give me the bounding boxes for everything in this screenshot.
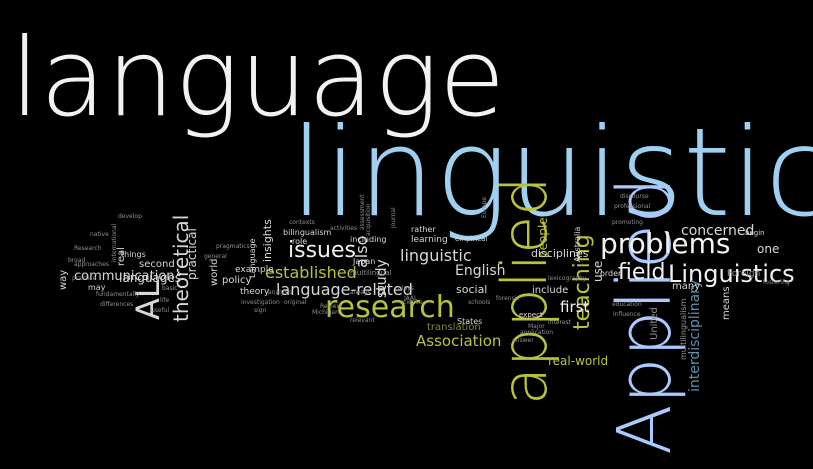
word-fundamentally: fundamentally	[96, 291, 140, 298]
word-insights-vertical: insights	[261, 219, 274, 262]
word-michigan: Michigan	[312, 309, 339, 316]
word-forensic: forensic	[496, 295, 520, 302]
word-study-vertical: study	[374, 259, 390, 298]
word-practical-vertical: practical	[185, 228, 199, 280]
word-problems: problems	[600, 227, 731, 260]
word-general: general	[204, 253, 227, 260]
word-example: example	[235, 265, 274, 275]
word-expect: expect	[519, 311, 543, 319]
word-language-related: language-related	[276, 280, 413, 299]
word-australia-vertical: Australia	[573, 226, 582, 262]
word-promoting: promoting	[612, 219, 643, 226]
word-role: role	[292, 237, 308, 246]
word-professional: professional	[614, 203, 651, 210]
word-bilingualism: bilingualism	[283, 228, 332, 237]
word-approaches: approaches	[74, 261, 109, 268]
word-way-vertical: way	[58, 269, 69, 290]
word-united-vertical: United	[649, 307, 660, 340]
word-social: social	[456, 283, 488, 296]
word-international-vertical: international	[111, 223, 118, 262]
word-established: established	[265, 263, 357, 282]
word-including: including	[350, 235, 387, 244]
word-one: one	[757, 242, 780, 256]
word-pragmatics: pragmatics	[216, 243, 250, 250]
word-empirical: empirical	[455, 235, 488, 243]
word-states: States	[457, 317, 483, 326]
word-review: Review	[320, 303, 342, 310]
word-research: research	[325, 290, 455, 325]
word-linguistic: linguistic	[400, 246, 472, 265]
word-include: include	[532, 285, 569, 296]
word-interdisciplinary-vertical: interdisciplinary	[687, 279, 703, 392]
word-linguistics-capital: Linguistics	[668, 260, 795, 288]
word-language: language	[10, 16, 506, 141]
word-multilingualism-vertical: multilingualism	[679, 298, 688, 360]
word-field: field	[618, 260, 666, 285]
word-theory: theory	[240, 287, 270, 297]
word-assessment-vertical: assessment	[359, 194, 366, 230]
word-many: many	[672, 281, 701, 292]
word-plays: plays	[398, 285, 414, 292]
word-application: application	[520, 329, 554, 336]
word-basic: basic	[162, 285, 178, 292]
word-life: life	[160, 297, 170, 304]
word-education: education	[612, 301, 642, 308]
word-rather: rather	[411, 225, 436, 234]
word-analysis: analysis	[268, 289, 293, 296]
word-english: English	[455, 263, 506, 279]
word-useful: useful	[151, 307, 170, 314]
word-activities: activities	[330, 225, 358, 232]
word-disciplines: disciplines	[531, 247, 589, 260]
word-journal-vertical: journal	[390, 207, 397, 228]
word-science: science	[400, 299, 423, 306]
word-lexicography: lexicography	[548, 275, 587, 282]
word-association: Association	[416, 332, 502, 350]
word-second: second	[139, 259, 175, 270]
word-begin: begin	[745, 229, 765, 237]
word-real-world: real-world	[548, 354, 609, 368]
word-communication: communication	[74, 269, 175, 284]
word-native: native	[90, 231, 109, 238]
word-linguistics: linguistics	[290, 102, 813, 244]
word-learning: learning	[411, 235, 448, 245]
word-policy: policy	[222, 275, 252, 286]
word-means-vertical: means	[721, 286, 732, 320]
word-contexts: contexts	[289, 219, 315, 226]
word-translation: translation	[427, 322, 481, 333]
word-japan: Japan	[353, 257, 376, 266]
word-languages: languages	[119, 271, 182, 285]
word-things: things	[121, 250, 146, 259]
word-investigation: investigation	[241, 299, 280, 306]
word-research-small: Research	[74, 245, 102, 252]
word-relevant: relevant	[350, 317, 375, 324]
word-language-small-vertical: Language	[248, 238, 257, 278]
word-concerned: concerned	[681, 223, 755, 239]
word-always: always	[350, 289, 371, 296]
word-answer: answer	[512, 337, 534, 344]
word-major: Major	[528, 323, 545, 330]
word-multilingual: multilingual	[350, 269, 392, 277]
word-practice: practice	[72, 275, 97, 282]
word-sign: sign	[254, 307, 267, 314]
word-jaal: JAAL	[404, 295, 418, 302]
word-broad: broad	[68, 257, 86, 264]
word-original: original	[284, 299, 307, 306]
word-interest: interest	[548, 319, 572, 326]
word-order: order	[600, 269, 622, 278]
word-influence: influence	[613, 311, 641, 318]
word-acquisition-vertical: acquisition	[365, 203, 372, 236]
word-differences: differences	[100, 301, 134, 308]
word-schools: schools	[468, 299, 491, 306]
word-first: first	[560, 298, 590, 316]
word-foreign: Foreign	[727, 269, 761, 279]
word-fostering: fostering	[763, 279, 790, 286]
word-develop: develop	[118, 213, 142, 220]
word-discourse: discourse	[620, 193, 649, 200]
word-issues: issues	[288, 238, 356, 263]
word-world-vertical: world	[209, 258, 220, 286]
word-europe-vertical: Europe	[481, 196, 488, 218]
word-may: may	[88, 283, 106, 292]
